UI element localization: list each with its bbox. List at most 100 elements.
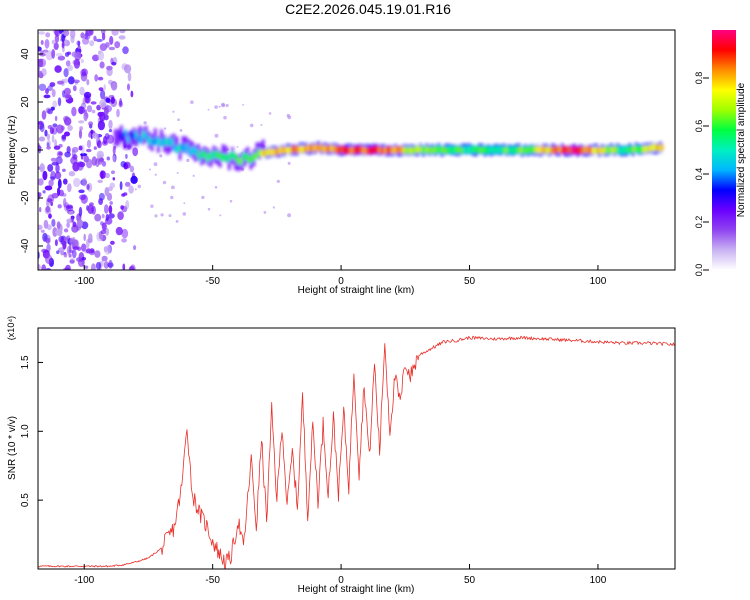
spectrogram-noise-blob bbox=[51, 192, 59, 199]
spectrogram-noise-blob bbox=[104, 133, 110, 140]
spectrogram-noise-blob bbox=[51, 134, 55, 143]
spectrogram-ridge-core bbox=[327, 145, 330, 153]
spectrogram-noise-blob bbox=[70, 35, 75, 44]
spectrogram-noise-blob bbox=[111, 82, 118, 91]
spectrogram-noise-blob bbox=[201, 195, 205, 200]
spectrogram-noise-blob bbox=[170, 195, 174, 200]
spectrogram-noise-blob bbox=[56, 250, 60, 254]
spectrogram-noise-blob bbox=[95, 261, 102, 270]
spectrogram-noise-blob bbox=[101, 255, 108, 262]
spectrogram-ridge-core bbox=[465, 147, 469, 154]
spectrogram-noise-blob bbox=[58, 235, 65, 243]
spectrogram-ridge-core bbox=[422, 146, 425, 154]
spectrogram-ridge-core bbox=[424, 146, 428, 153]
spectrogram-noise-blob bbox=[77, 162, 80, 167]
spectrogram-noise-blob bbox=[63, 178, 68, 185]
spectrogram-noise-blob bbox=[219, 214, 222, 217]
snr-x-ticks: -100 -50 0 50 100 bbox=[74, 564, 607, 586]
spectrogram-ridge-core bbox=[221, 154, 225, 161]
spectrogram-noise-blob bbox=[83, 111, 88, 122]
spectrogram-noise-blob bbox=[108, 46, 116, 51]
spectrogram-ridge-core bbox=[155, 137, 158, 145]
spectrogram-ridge-core bbox=[342, 146, 346, 153]
spectrogram-noise-blob bbox=[183, 202, 186, 205]
spectrogram-noise-blob bbox=[63, 253, 68, 258]
spectrogram-noise-blob bbox=[63, 78, 69, 84]
spectrogram-ridge-core bbox=[340, 145, 343, 153]
spectrogram-noise-blob bbox=[108, 129, 112, 133]
spectrogram-noise-blob bbox=[100, 89, 106, 100]
spectrogram-noise-blob bbox=[124, 181, 131, 187]
spectrogram-noise-blob bbox=[51, 89, 56, 98]
spectrogram-noise-blob bbox=[43, 219, 49, 229]
spectrogram-noise-blob bbox=[93, 146, 97, 150]
spectrogram-ridge-core bbox=[180, 143, 184, 151]
spectrogram-noise-blob bbox=[38, 136, 46, 142]
spectrogram-noise-blob bbox=[108, 213, 115, 219]
spectrogram-ridge-core bbox=[632, 145, 636, 153]
spectrogram-ridge-core bbox=[656, 144, 659, 151]
spectrogram-ridge-core bbox=[643, 145, 646, 153]
spectrogram-noise-blob bbox=[109, 182, 116, 189]
spectrogram-ridge-core bbox=[558, 146, 561, 153]
spectrogram-ridge-core bbox=[358, 146, 361, 153]
spectrogram-ridge-core bbox=[368, 147, 371, 154]
spectrogram-noise-blob bbox=[207, 207, 211, 211]
spectrogram-ridge-core bbox=[463, 146, 466, 154]
spectrogram-noise-blob bbox=[130, 175, 138, 184]
spectrogram-noise-blob bbox=[78, 145, 83, 151]
spectrogram-noise-blob bbox=[130, 264, 136, 270]
spectrogram-noise-blob bbox=[38, 264, 41, 270]
spectrogram-noise-blob bbox=[91, 205, 96, 215]
spectrogram-y-tick-label: 40 bbox=[20, 48, 31, 60]
spectrogram-noise-blob bbox=[81, 257, 87, 261]
spectrogram-noise-blob bbox=[207, 108, 210, 111]
spectrogram-noise-blob bbox=[172, 110, 175, 113]
spectrogram-ridge-core bbox=[517, 146, 520, 153]
spectrogram-noise-blob bbox=[55, 171, 62, 180]
spectrogram-noise-blob bbox=[176, 172, 179, 174]
spectrogram-ridge-core bbox=[589, 146, 592, 154]
spectrogram-noise-blob bbox=[86, 79, 90, 86]
spectrogram-ridge-core bbox=[391, 147, 394, 154]
spectrogram-noise-blob bbox=[58, 247, 65, 253]
spectrogram-noise-blob bbox=[182, 212, 187, 216]
spectrogram-noise-blob bbox=[105, 97, 111, 103]
spectrogram-ridge-core bbox=[450, 147, 453, 154]
spectrogram-ridge-core bbox=[232, 152, 235, 159]
spectrogram-noise-blob bbox=[40, 40, 44, 45]
spectrogram-noise-blob bbox=[90, 101, 97, 105]
spectrogram-noise-blob bbox=[47, 164, 54, 172]
spectrogram-noise-blob bbox=[47, 85, 53, 92]
spectrogram-noise-blob bbox=[61, 134, 67, 140]
spectrogram-noise-blob bbox=[66, 245, 71, 255]
spectrogram-noise-blob bbox=[103, 261, 109, 269]
spectrogram-ridge-core bbox=[250, 155, 253, 163]
spectrogram-ridge-core bbox=[139, 136, 143, 143]
spectrogram-noise-blob bbox=[96, 136, 101, 147]
spectrogram-noise-blob bbox=[221, 102, 225, 107]
spectrogram-ridge-core bbox=[432, 146, 435, 154]
spectrogram-ridge-core bbox=[530, 146, 533, 153]
spectrogram-noise-blob bbox=[186, 158, 190, 163]
spectrogram-noise-blob bbox=[40, 229, 45, 233]
spectrogram-x-label: Height of straight line (km) bbox=[298, 285, 415, 296]
spectrogram-ridge-cell bbox=[123, 131, 126, 149]
spectrogram-ridge-core bbox=[239, 158, 243, 165]
spectrogram-ridge-core bbox=[216, 151, 220, 159]
spectrogram-noise-blob bbox=[95, 38, 103, 43]
spectrogram-noise-blob bbox=[107, 262, 114, 268]
spectrogram-noise-blob bbox=[53, 145, 61, 150]
spectrogram-ridge-core bbox=[638, 146, 641, 153]
spectrogram-noise-blob bbox=[73, 58, 81, 69]
spectrogram-ridge-core bbox=[311, 144, 315, 152]
spectrogram-noise-blob bbox=[86, 139, 92, 149]
spectrogram-ridge-core bbox=[419, 146, 423, 153]
spectrogram-ridge-core bbox=[345, 147, 348, 154]
spectrogram-ridge-core bbox=[350, 146, 353, 154]
spectrogram-ridge-core bbox=[658, 144, 661, 152]
spectrogram-noise-blob bbox=[52, 100, 58, 108]
spectrogram-ridge-core bbox=[237, 157, 240, 165]
spectrogram-noise-blob bbox=[71, 106, 77, 117]
spectrogram-ridge-core bbox=[478, 146, 482, 154]
